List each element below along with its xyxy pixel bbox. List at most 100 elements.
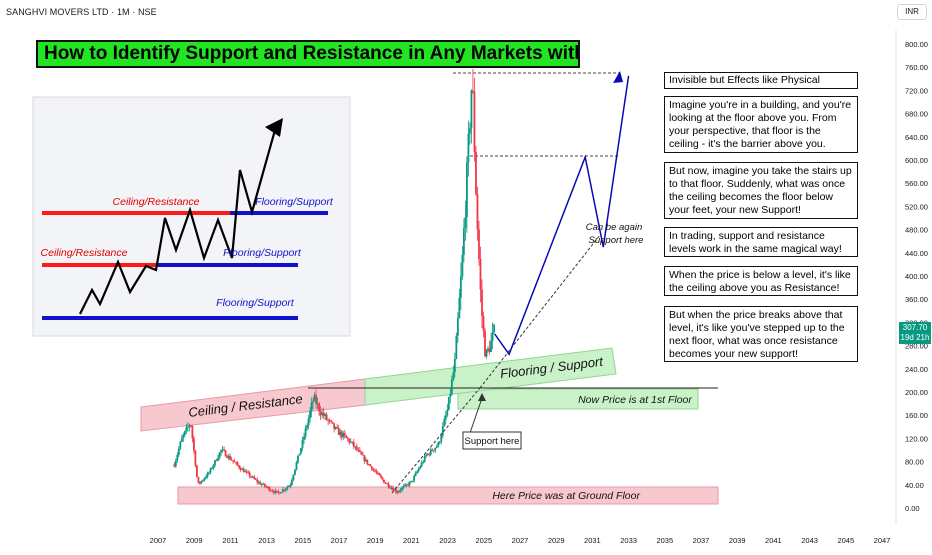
y-tick-label: 120.00 [905,434,928,443]
x-tick-label: 2033 [620,536,637,545]
support-here-box [462,431,522,450]
candle-body [262,483,265,485]
candle-body [434,447,437,451]
x-tick-label: 2009 [186,536,203,545]
candle-body [432,450,435,452]
candle-body [361,454,364,456]
candle-body [493,324,495,333]
candle-body [202,480,204,482]
candle-body [206,473,209,478]
candle-body [333,423,336,429]
candle-body [205,477,207,479]
candle-body [402,486,405,488]
candle-body [223,449,225,451]
candle-body [475,151,477,195]
candle-body [425,455,428,457]
can-be-again-label-2: Support here [589,235,644,246]
candle-body [450,379,453,395]
candle-body [479,258,482,290]
candle-body [239,468,242,470]
candle-body [405,484,408,486]
candle-body [395,489,397,493]
candle-body [297,455,299,463]
candle-body [256,479,259,483]
candle-body [372,469,375,471]
candle-body [309,410,311,419]
now-price-label: Now Price is at 1st Floor [578,394,692,406]
inset-ceiling-upper-line [42,211,230,215]
candle-body [330,420,333,422]
candle-body [319,411,322,416]
candle-body [269,490,272,492]
candle-body [286,486,289,489]
candle-body [375,471,378,473]
symbol-title[interactable]: SANGHVI MOVERS LTD · 1M · NSE [6,7,157,17]
candle-body [250,476,253,478]
candle-body [294,469,296,475]
trend-line-lower[interactable] [391,387,481,494]
candle-body [277,491,280,493]
x-tick-label: 2031 [584,536,601,545]
candle-body [227,455,230,458]
candle-body [417,468,420,472]
candle-body [462,228,465,255]
inset-flooring-mid-line [158,263,298,267]
candle-body [411,480,414,482]
candle-body [392,487,394,491]
y-tick-label: 160.00 [905,411,928,420]
candle-body [369,464,372,467]
candle-body [301,439,304,448]
trend-line-upper[interactable] [479,234,601,389]
y-tick-label: 200.00 [905,388,928,397]
candle-body [429,449,432,455]
candle-body [337,428,340,435]
time-axis: 2007 2009 2011 2013 2015 2017 2019 2021 2023 2025… [150,536,891,545]
candle-body [303,436,305,440]
candle-body [401,487,403,491]
note-invisible-effects: Invisible but Effects like Physical [664,72,858,89]
projection-path[interactable] [494,75,630,356]
candle-body [349,441,352,443]
candle-body [191,426,194,439]
y-tick-label: 40.00 [905,481,924,490]
inset-arrowhead [265,118,283,137]
candle-body [452,372,455,380]
currency-button[interactable]: INR [897,4,927,20]
x-tick-label: 2035 [656,536,673,545]
support-callout-line [469,397,483,434]
candle-body [199,482,201,484]
candle-body [242,468,245,473]
last-price-value: 307.70 [902,323,928,332]
candle-body [247,471,250,473]
candle-body [428,453,431,455]
candle-body [386,483,388,485]
can-be-again-label-1: Can be again [586,222,643,233]
candle-body [185,427,188,432]
candle-body [466,162,468,218]
candle-body [189,425,192,427]
candle-body [426,453,429,456]
candle-body [315,394,317,405]
candle-body [446,409,449,416]
candle-body [176,454,179,461]
candle-body [390,487,393,489]
candle-body [383,479,385,483]
candle-body [298,453,301,456]
candle-body [325,414,328,420]
candle-body [407,484,409,486]
bar-countdown: 19d 21h [900,333,930,342]
candle-body [398,490,400,493]
x-tick-label: 2029 [548,536,565,545]
candle-body [278,492,281,494]
candle-body [203,478,206,481]
candle-body [364,459,367,462]
flooring-support-zone [364,347,617,406]
candle-body [257,482,260,484]
candle-body [455,335,458,359]
candle-body [343,433,346,436]
candle-body [232,460,235,462]
note-trading-levels: In trading, support and resistance level… [664,227,858,257]
candle-body [389,486,391,488]
